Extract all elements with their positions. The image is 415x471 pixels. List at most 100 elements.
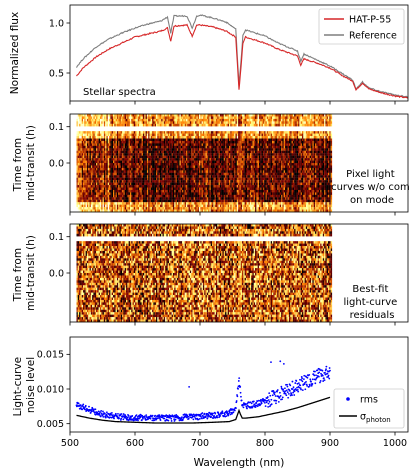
rms-point	[110, 413, 113, 416]
rms-point	[223, 413, 226, 416]
rms-point	[267, 399, 270, 401]
rms-point	[237, 387, 239, 390]
rms-point	[240, 395, 242, 398]
heatmap-residuals	[76, 224, 333, 323]
rms-point	[284, 390, 287, 393]
rms-point	[254, 404, 257, 407]
rms-point	[324, 371, 326, 374]
rms-point	[273, 393, 276, 396]
rms-point	[200, 415, 202, 418]
rms-point	[324, 373, 327, 376]
panel-annotation: Best-fit light-curve residuals	[344, 284, 401, 321]
rms-point	[245, 403, 247, 406]
rms-point	[120, 417, 123, 420]
rms-point	[316, 369, 319, 372]
rms-point	[309, 378, 312, 381]
rms-point	[296, 388, 299, 391]
x-tick-label: 800	[256, 438, 274, 449]
rms-point	[291, 380, 294, 383]
rms-point	[269, 405, 271, 408]
rms-point	[282, 362, 285, 365]
rms-point	[280, 385, 283, 388]
rms-point	[315, 374, 317, 377]
rms-point	[205, 416, 207, 418]
rms-point	[183, 413, 186, 416]
rms-point	[268, 392, 271, 395]
y-tick-label: 0.5	[49, 68, 64, 79]
rms-point	[327, 374, 330, 377]
rms-point	[221, 410, 224, 413]
rms-point	[270, 398, 273, 401]
legend-label-rms: rms	[360, 395, 378, 406]
rms-point	[251, 406, 254, 409]
rms-point	[297, 382, 300, 385]
rms-point	[272, 390, 275, 393]
y-tick-label: 0.1	[49, 232, 64, 243]
rms-point	[174, 418, 177, 421]
rms-point	[170, 417, 173, 420]
plot-frame	[69, 336, 409, 433]
x-tick-label: 600	[126, 438, 144, 449]
rms-point	[289, 390, 291, 392]
rms-point	[190, 413, 193, 416]
x-axis-label: Wavelength (nm)	[194, 457, 285, 469]
rms-point	[284, 392, 287, 395]
rms-point	[141, 414, 144, 417]
rms-point	[282, 388, 285, 391]
rms-point	[117, 412, 119, 415]
rms-point	[305, 381, 307, 383]
rms-point	[274, 395, 277, 397]
rms-point	[122, 418, 125, 421]
rms-point	[254, 406, 257, 408]
rms-point	[158, 414, 161, 417]
rms-point	[306, 385, 308, 387]
legend-label-sigma-photon: σphoton	[360, 412, 391, 425]
x-tick-label: 500	[61, 438, 79, 449]
rms-point	[167, 419, 170, 422]
rms-point	[296, 386, 298, 389]
rms-point	[293, 394, 296, 396]
rms-point	[102, 410, 104, 413]
rms-point	[325, 365, 328, 368]
rms-point	[189, 416, 192, 419]
rms-point	[219, 414, 222, 417]
rms-point	[101, 414, 104, 417]
rms-point	[142, 417, 144, 420]
rms-point	[260, 402, 263, 405]
rms-point	[262, 400, 265, 403]
rms-point	[276, 389, 279, 391]
rms-point	[77, 402, 80, 405]
rms-point	[105, 413, 108, 416]
rms-point	[287, 396, 290, 399]
rms-point	[256, 400, 259, 403]
rms-point	[134, 417, 137, 420]
rms-point	[227, 414, 230, 417]
rms-point	[114, 412, 117, 415]
rms-point	[170, 420, 173, 422]
rms-point	[239, 391, 242, 394]
y-axis-label: Time from mid-transit (h)	[12, 235, 37, 311]
y-axis-label: Normalized flux	[9, 12, 21, 94]
rms-point	[94, 408, 97, 411]
rms-point	[289, 394, 292, 397]
rms-point	[191, 415, 194, 418]
rms-point	[206, 417, 209, 420]
x-tick-label: 900	[321, 438, 339, 449]
rms-point	[143, 415, 146, 418]
rms-point	[310, 380, 312, 383]
panel-stellar-spectra: 0.5 1.0 Stellar spectra Normalized flux H…	[9, 4, 409, 105]
rms-point	[248, 401, 251, 404]
rms-point	[257, 399, 260, 402]
rms-point	[250, 402, 253, 405]
rms-point	[277, 400, 280, 403]
rms-point	[105, 411, 108, 414]
rms-point	[328, 367, 331, 369]
rms-point	[295, 380, 298, 382]
rms-point	[97, 410, 100, 413]
rms-point	[163, 417, 166, 420]
rms-point	[279, 394, 282, 397]
rms-point	[93, 408, 95, 411]
rms-point	[286, 391, 289, 393]
rms-point	[166, 414, 169, 417]
